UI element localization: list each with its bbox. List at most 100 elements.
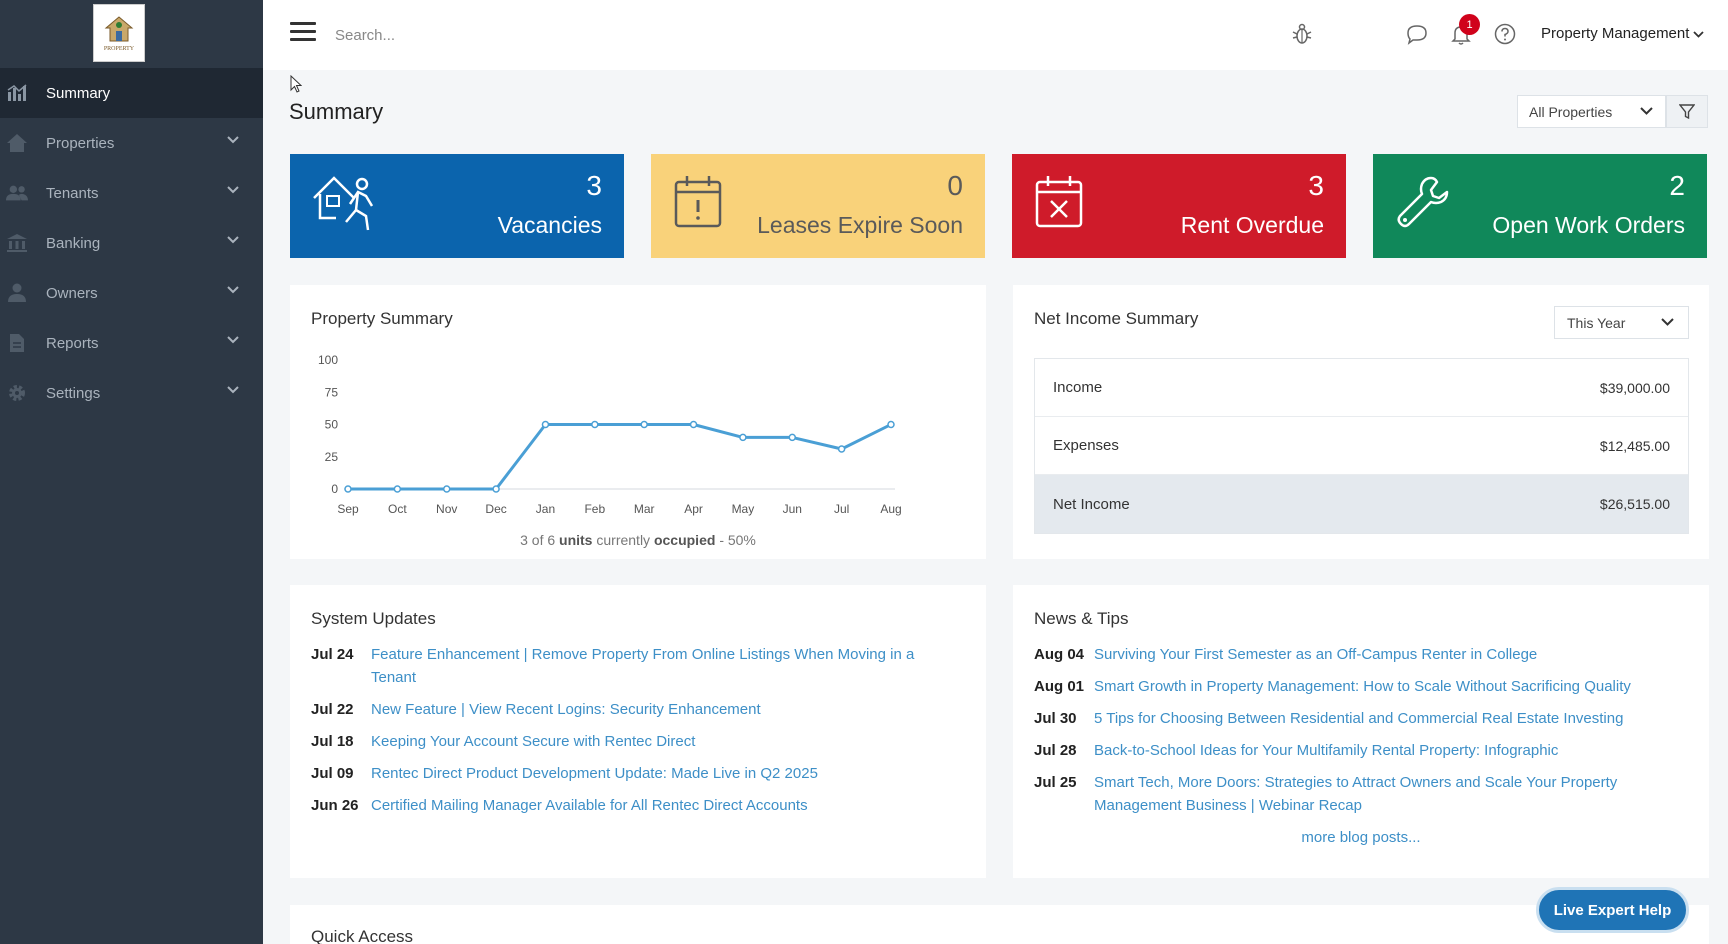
list-item: Jul 28 Back-to-School Ideas for Your Mult… — [1034, 739, 1694, 762]
bank-icon — [6, 232, 28, 254]
more-blog-posts-link[interactable]: more blog posts... — [1301, 829, 1421, 846]
net-income-panel: Net Income Summary This Year Income $39,… — [1013, 285, 1709, 559]
system-updates-panel: System Updates Jul 24 Feature Enhancement… — [290, 585, 986, 878]
leases-expire-card[interactable]: 0 Leases Expire Soon — [651, 154, 985, 258]
sidebar-item-settings[interactable]: Settings — [0, 368, 263, 418]
vacancies-count: 3 — [586, 170, 602, 201]
x-tick-label: Jan — [536, 502, 555, 516]
sidebar-item-label: Summary — [46, 84, 111, 102]
sidebar-item-label: Reports — [46, 334, 99, 352]
work-orders-card[interactable]: 2 Open Work Orders — [1373, 154, 1707, 258]
x-tick-label: Feb — [584, 502, 605, 516]
sidebar-item-summary[interactable]: Summary — [0, 68, 263, 118]
help-icon[interactable] — [1493, 22, 1517, 46]
sidebar-item-owners[interactable]: Owners — [0, 268, 263, 318]
chevron-down-icon — [1693, 30, 1705, 38]
sidebar: PROPERTY Summary Properties Tenants — [0, 0, 263, 944]
sidebar-item-banking[interactable]: Banking — [0, 218, 263, 268]
property-filter-select[interactable]: All Properties — [1517, 95, 1666, 128]
item-date: Jul 09 — [311, 765, 354, 782]
item-link[interactable]: Certified Mailing Manager Available for … — [371, 797, 808, 814]
item-link[interactable]: Back-to-School Ideas for Your Multifamil… — [1094, 742, 1559, 759]
filter-icon — [1679, 103, 1695, 119]
income-table: Income $39,000.00 Expenses $12,485.00 Ne… — [1034, 358, 1689, 534]
period-value: This Year — [1567, 314, 1626, 331]
menu-icon-bar — [290, 22, 316, 25]
company-logo[interactable]: PROPERTY — [93, 4, 145, 62]
rent-overdue-card[interactable]: 3 Rent Overdue — [1012, 154, 1346, 258]
vacancies-label: Vacancies — [497, 212, 602, 238]
wrench-icon — [1397, 176, 1449, 228]
chat-icon[interactable] — [1405, 22, 1429, 46]
bug-icon[interactable] — [1290, 22, 1314, 46]
data-point — [591, 420, 599, 429]
search-input[interactable] — [335, 22, 735, 48]
x-tick-label: Jul — [834, 502, 849, 516]
user-icon — [6, 282, 28, 304]
calendar-x-icon — [1035, 176, 1083, 228]
bar-chart-icon — [6, 82, 28, 104]
row-amount: $12,485.00 — [1599, 437, 1670, 454]
account-menu[interactable]: Property Management — [1541, 25, 1705, 42]
item-link[interactable]: New Feature | View Recent Logins: Securi… — [371, 701, 761, 718]
item-link[interactable]: Smart Growth in Property Management: How… — [1094, 678, 1631, 695]
item-date: Jul 24 — [311, 646, 354, 663]
menu-toggle-button[interactable] — [290, 22, 316, 44]
gear-icon — [6, 382, 28, 404]
item-link[interactable]: Smart Tech, More Doors: Strategies to At… — [1094, 774, 1618, 814]
item-link[interactable]: Surviving Your First Semester as an Off-… — [1094, 646, 1538, 663]
news-tips-panel: News & Tips Aug 04 Surviving Your First S… — [1013, 585, 1709, 878]
rent-overdue-count: 3 — [1308, 170, 1324, 201]
live-expert-help-button[interactable]: Live Expert Help — [1536, 887, 1689, 933]
occupancy-line-chart: 0 25 50 75 100 Sep Oct Nov Dec Jan Feb Mar Apr May Jun… — [318, 353, 902, 516]
menu-icon-bar — [290, 30, 316, 33]
item-link[interactable]: Rentec Direct Product Development Update… — [371, 765, 818, 782]
filter-button[interactable] — [1666, 95, 1708, 128]
item-link[interactable]: 5 Tips for Choosing Between Residential … — [1094, 710, 1624, 727]
occupancy-units: units — [559, 532, 593, 548]
chevron-down-icon — [1640, 107, 1653, 115]
x-tick-label: Nov — [436, 502, 457, 516]
data-point — [344, 485, 352, 493]
list-item: Jul 22 New Feature | View Recent Logins: … — [311, 698, 931, 721]
list-item: Jul 09 Rentec Direct Product Development … — [311, 762, 931, 785]
item-date: Jul 28 — [1034, 742, 1077, 759]
leases-expire-label: Leases Expire Soon — [757, 212, 963, 238]
sidebar-item-tenants[interactable]: Tenants — [0, 168, 263, 218]
y-tick-label: 100 — [318, 353, 338, 367]
net-income-row: Net Income $26,515.00 — [1035, 475, 1688, 533]
data-point — [492, 485, 500, 493]
item-link[interactable]: Keeping Your Account Secure with Rentec … — [371, 733, 696, 750]
y-tick-label: 75 — [325, 385, 339, 399]
list-item: Jul 18 Keeping Your Account Secure with R… — [311, 730, 931, 753]
sidebar-item-reports[interactable]: Reports — [0, 318, 263, 368]
list-item: Jun 26 Certified Mailing Manager Availabl… — [311, 794, 931, 817]
vacancies-card[interactable]: 3 Vacancies — [290, 154, 624, 258]
item-date: Aug 01 — [1034, 678, 1085, 695]
item-link[interactable]: Feature Enhancement | Remove Property Fr… — [371, 646, 915, 686]
item-date: Jul 25 — [1034, 774, 1077, 791]
row-amount: $39,000.00 — [1599, 379, 1670, 396]
list-item: Jul 24 Feature Enhancement | Remove Prope… — [311, 643, 931, 689]
occupancy-occupied: occupied — [653, 532, 716, 548]
data-point — [689, 420, 698, 429]
period-select[interactable]: This Year — [1554, 306, 1689, 339]
occupancy-count: 3 of 6 — [520, 532, 556, 548]
house-person-icon — [313, 176, 374, 231]
sidebar-item-properties[interactable]: Properties — [0, 118, 263, 168]
sidebar-item-label: Settings — [46, 384, 101, 402]
y-tick-label: 0 — [331, 482, 338, 496]
x-tick-label: Dec — [485, 502, 506, 516]
data-point — [837, 445, 846, 453]
mouse-cursor-icon — [290, 75, 302, 93]
home-icon — [6, 132, 28, 154]
item-date: Jul 30 — [1034, 710, 1077, 727]
list-item: Jul 25 Smart Tech, More Doors: Strategies… — [1034, 771, 1694, 817]
data-point — [442, 485, 451, 493]
work-orders-count: 2 — [1669, 170, 1685, 201]
expenses-row: Expenses $12,485.00 — [1035, 417, 1688, 475]
property-summary-panel: Property Summary 0 25 50 75 100 Sep Oct Nov Dec J… — [290, 285, 986, 559]
data-point — [788, 433, 797, 442]
occupancy-percent: - 50% — [719, 532, 756, 548]
rent-overdue-label: Rent Overdue — [1180, 212, 1324, 238]
